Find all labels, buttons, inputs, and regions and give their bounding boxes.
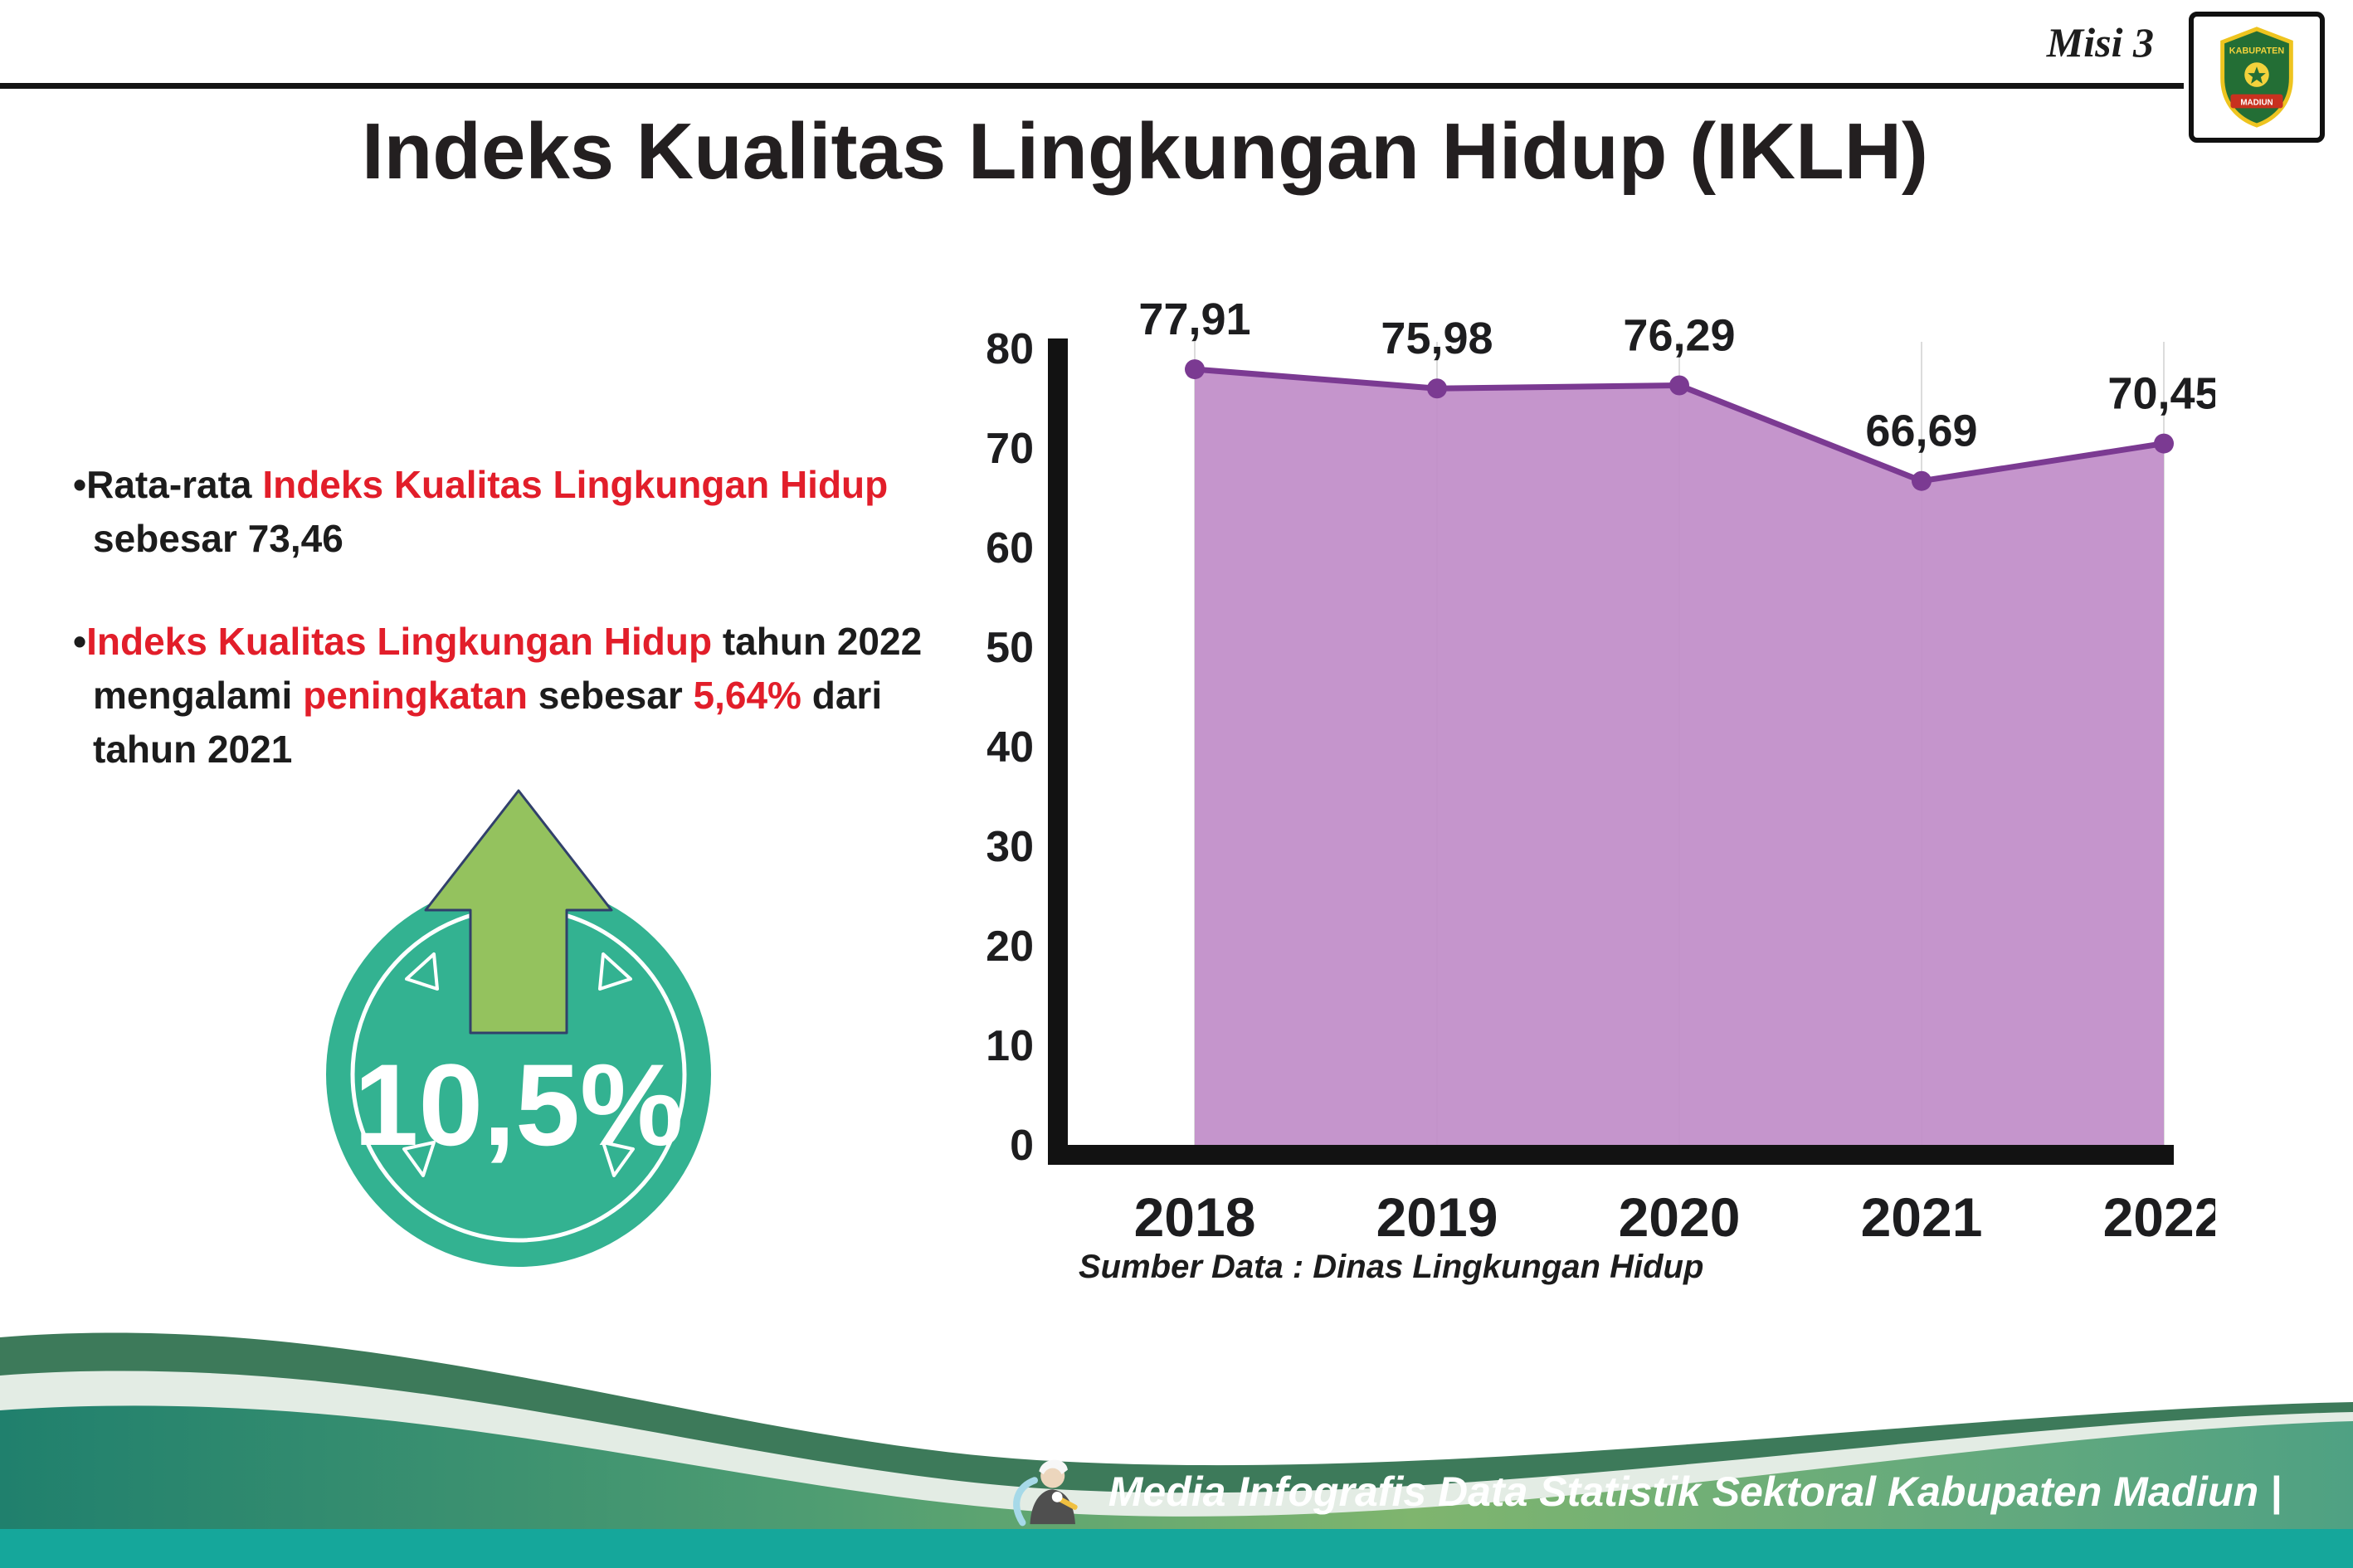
bullet-line: •Indeks Kualitas Lingkungan Hidup tahun … [73,619,923,663]
data-source-note: Sumber Data : Dinas Lingkungan Hidup [1079,1249,1704,1285]
svg-text:20: 20 [987,923,1034,971]
svg-text:77,91: 77,91 [1138,295,1250,344]
highlight-text: 5,64% [693,673,801,717]
bullet-line: •Rata-rata Indeks Kualitas Lingkungan Hi… [73,463,889,506]
writer-mascot-icon [1012,1459,1078,1527]
kabupaten-madiun-logo: KABUPATEN MADIUN [2189,12,2325,143]
highlight-text: Indeks Kualitas Lingkungan Hidup [262,463,889,506]
bullet-line: mengalami peningkatan sebesar 5,64% dari [93,673,883,717]
highlight-text: peningkatan [303,673,529,717]
increase-badge-graphic: 10,5% [326,789,711,1267]
bullet-line: sebesar 73,46 [93,517,343,561]
iklh-chart-area: 77,91 75,98 76,29 66,69 70,45 0 10 20 30 40 50 60 70… [986,274,2224,1269]
logo-top-text: KABUPATEN [2229,46,2285,56]
iklh-area-chart: 77,91 75,98 76,29 66,69 70,45 0 10 20 30 40 50 60 70… [986,295,2224,1248]
page-title: Indeks Kualitas Lingkungan Hidup (IKLH) [361,107,1929,196]
svg-text:0: 0 [1010,1122,1034,1170]
svg-text:40: 40 [987,723,1034,772]
svg-text:50: 50 [987,624,1034,672]
svg-text:60: 60 [987,524,1034,572]
svg-text:70,45: 70,45 [2107,369,2215,419]
svg-text:2021: 2021 [1861,1186,1983,1248]
svg-text:2018: 2018 [1134,1186,1256,1248]
header-divider [0,83,2184,89]
crest-icon: KABUPATEN MADIUN [2220,27,2293,128]
increase-badge: 10,5% [303,784,743,1298]
svg-text:70: 70 [987,425,1034,473]
svg-text:76,29: 76,29 [1623,311,1735,361]
svg-text:10: 10 [987,1022,1034,1070]
badge-value: 10,5% [354,1040,684,1170]
bullet-line: tahun 2021 [93,728,293,772]
highlight-text: Indeks Kualitas Lingkungan Hidup [86,619,713,663]
svg-text:2020: 2020 [1619,1186,1741,1248]
svg-text:66,69: 66,69 [1865,407,1977,456]
bullet-increase-2022: •Indeks Kualitas Lingkungan Hidup tahun … [73,615,969,777]
svg-text:75,98: 75,98 [1381,314,1493,363]
misi-label: Misi 3 [2046,19,2154,66]
svg-text:2019: 2019 [1376,1186,1498,1248]
bullet-average-iklh: •Rata-rata Indeks Kualitas Lingkungan Hi… [73,458,969,567]
badge-circle [326,882,711,1267]
svg-text:30: 30 [987,823,1034,871]
up-arrow-icon [424,789,613,1035]
footer: Media Infografis Data Statistik Sektoral… [1009,1450,2282,1533]
footer-caption: Media Infografis Data Statistik Sektoral… [1108,1468,2282,1515]
logo-bottom-text: MADIUN [2240,98,2273,107]
svg-text:80: 80 [987,325,1034,373]
footer-wave-decoration [0,1332,2353,1568]
key-findings: •Rata-rata Indeks Kualitas Lingkungan Hi… [73,458,969,825]
bottom-bar [0,1529,2353,1568]
svg-text:2022: 2022 [2103,1186,2215,1248]
